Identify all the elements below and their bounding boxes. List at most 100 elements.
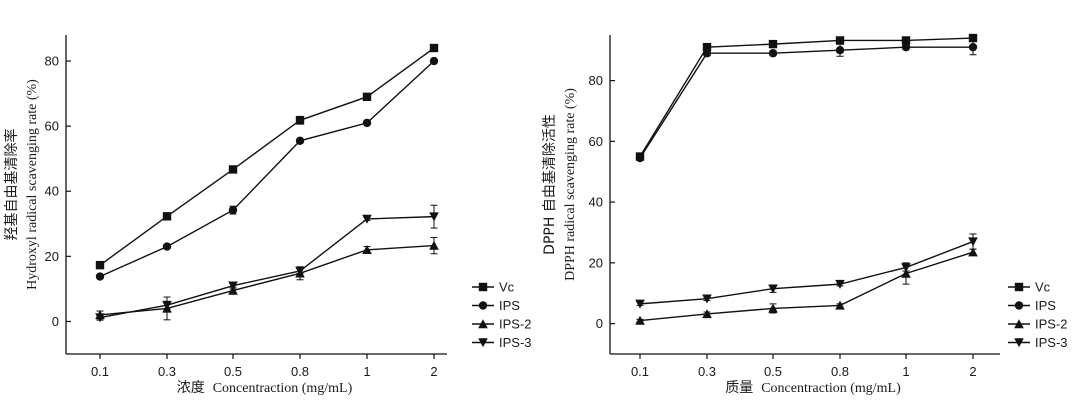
legend-marker — [478, 301, 488, 310]
y-tick-label: 0 — [52, 314, 59, 329]
series-line — [639, 251, 974, 322]
data-point — [162, 300, 172, 310]
data-point — [768, 303, 778, 313]
data-point — [901, 263, 911, 273]
y-tick-label: 0 — [596, 316, 603, 331]
series-line — [99, 244, 435, 316]
series-ips — [95, 56, 439, 281]
data-point — [362, 214, 372, 224]
data-point — [429, 240, 439, 250]
y-tick-label: 40 — [45, 184, 59, 199]
series-line — [639, 37, 974, 157]
legend-marker — [1014, 282, 1024, 292]
data-point — [702, 294, 712, 304]
x-axis-title: 质量 Concentraction (mg/mL) — [725, 380, 901, 396]
legend-marker — [478, 282, 488, 292]
legend-label: IPS-2 — [499, 317, 532, 332]
data-point — [768, 284, 778, 294]
x-axis-title-en: Concentraction (mg/mL) — [213, 381, 353, 396]
x-axis-title-cn: 质量 — [725, 380, 753, 396]
series-line — [99, 215, 435, 319]
data-point — [835, 36, 845, 45]
series-line — [639, 240, 974, 305]
legend-marker — [478, 338, 488, 348]
chart-1: 0 20 40 60 80 0.1 0.3 0.5 0.8 1 2 浓度 Concentraction … — [3, 35, 532, 396]
data-point — [228, 165, 238, 174]
data-point — [835, 300, 845, 310]
legend: Vc IPS IPS-2 IPS-3 — [472, 280, 532, 350]
data-point — [901, 42, 911, 52]
y-axis-title-cn: DPPH 自由基清除活性 — [541, 114, 558, 255]
y-tick-label: 80 — [45, 54, 59, 69]
legend: Vc IPS IPS-2 IPS-3 — [1008, 280, 1068, 350]
data-point — [362, 92, 372, 102]
x-axis-title-en: Concentraction (mg/mL) — [761, 381, 901, 396]
x-tick-label: 1 — [363, 364, 370, 379]
series-ips — [635, 39, 978, 163]
data-point — [162, 212, 172, 221]
legend-label: Vc — [1035, 280, 1051, 295]
x-tick-label: 0.3 — [698, 364, 716, 379]
legend-label: IPS-3 — [1035, 335, 1068, 350]
y-tick-label: 20 — [589, 255, 603, 270]
x-tick-label: 0.8 — [291, 364, 309, 379]
y-tick-label: 20 — [45, 249, 59, 264]
data-point — [162, 242, 172, 251]
legend-marker — [478, 319, 488, 329]
data-point — [362, 118, 372, 128]
chart-2: 0 20 40 60 80 0.1 0.3 0.5 0.8 1 2 质量 Concentraction … — [541, 33, 1068, 396]
data-point — [635, 153, 645, 163]
x-tick-label: 1 — [902, 364, 909, 379]
x-axis-title-cn: 浓度 — [177, 380, 205, 396]
data-point — [901, 268, 911, 278]
data-point — [768, 49, 778, 58]
data-point — [768, 39, 778, 49]
data-point — [835, 45, 845, 55]
legend-label: IPS — [499, 298, 520, 313]
data-point — [968, 247, 978, 257]
y-tick-label: 60 — [589, 134, 603, 149]
x-tick-label: 0.5 — [764, 364, 782, 379]
data-point — [968, 33, 978, 43]
series-ips-2 — [635, 247, 978, 325]
data-point — [228, 281, 238, 291]
data-point — [95, 260, 105, 270]
y-axis-title-cn: 羟基自由基清除率 — [3, 129, 20, 241]
x-tick-label: 2 — [969, 364, 976, 379]
data-point — [635, 315, 645, 325]
data-point — [429, 43, 439, 53]
data-point — [95, 313, 105, 323]
series-line — [639, 46, 973, 159]
x-tick-label: 0.1 — [91, 364, 109, 379]
x-tick-label: 0.1 — [631, 364, 649, 379]
legend-label: IPS-2 — [1035, 317, 1068, 332]
data-point — [702, 309, 712, 319]
data-point — [295, 116, 305, 125]
y-tick-label: 80 — [589, 73, 603, 88]
legend-label: Vc — [499, 280, 515, 295]
data-point — [362, 245, 372, 255]
data-point — [635, 299, 645, 309]
data-point — [95, 272, 105, 281]
data-point — [228, 205, 238, 215]
legend-marker — [1014, 301, 1024, 310]
data-point — [702, 49, 712, 58]
data-point — [702, 42, 712, 52]
series-vc — [635, 33, 978, 161]
data-point — [295, 266, 305, 276]
legend-marker — [1014, 319, 1024, 329]
x-tick-label: 0.3 — [158, 364, 176, 379]
x-tick-label: 0.8 — [831, 364, 849, 379]
legend-label: IPS-3 — [499, 335, 532, 350]
y-tick-label: 40 — [589, 195, 603, 210]
data-point — [968, 237, 978, 247]
y-axis-title-en: Hydroxyl radical scavenging rate (%) — [25, 79, 40, 290]
series-ips-3 — [635, 233, 978, 309]
data-point — [968, 42, 978, 52]
y-axis-title-en: DPPH radical scavenging rate (%) — [563, 88, 578, 281]
series-vc — [95, 43, 439, 270]
data-point — [429, 212, 439, 222]
data-point — [901, 36, 911, 45]
legend-label: IPS — [1035, 298, 1056, 313]
